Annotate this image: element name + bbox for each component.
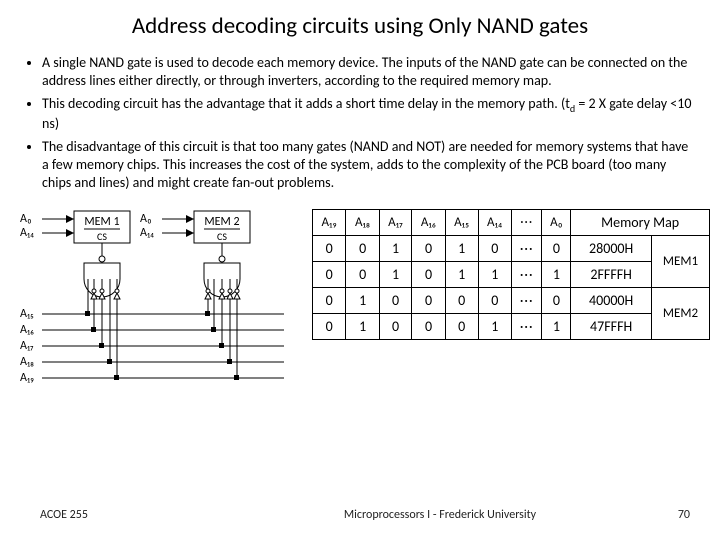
- footer-left: ACOE 255: [0, 508, 220, 522]
- svg-text:A₁₆: A₁₆: [20, 323, 34, 337]
- addr-label: A₁₄: [140, 226, 154, 240]
- addr-label: A₁₄: [20, 226, 34, 240]
- bullet-list: A single NAND gate is used to decode eac…: [0, 50, 720, 205]
- mem-block-1: A₀ A₁₄ MEM 1 CS: [20, 211, 130, 301]
- address-bus: A₁₅ A₁₆ A₁₇ A₁₈ A₁₉: [20, 301, 284, 385]
- table-header: A₁₉ A₁₈ A₁₇ A₁₆ A₁₅ A₁₄ ··· A₀ Memory Ma…: [313, 209, 710, 235]
- svg-text:A₁₈: A₁₈: [20, 355, 34, 369]
- circuit-diagram: A₀ A₁₄ MEM 1 CS: [14, 209, 304, 389]
- bullet-item: This decoding circuit has the advantage …: [42, 95, 696, 134]
- table-row: 010001···1 47FFFH: [313, 313, 710, 339]
- cs-label: CS: [97, 230, 107, 243]
- bullet-item: A single NAND gate is used to decode eac…: [42, 54, 696, 91]
- svg-text:A₁₇: A₁₇: [20, 339, 34, 353]
- memory-map-table: A₁₉ A₁₈ A₁₇ A₁₆ A₁₅ A₁₄ ··· A₀ Memory Ma…: [312, 209, 710, 340]
- slide-footer: ACOE 255 Microprocessors I - Frederick U…: [0, 508, 720, 522]
- footer-center: Microprocessors I - Frederick University: [220, 508, 660, 522]
- mem-label: MEM 1: [84, 215, 119, 229]
- mem-label: MEM 2: [204, 215, 239, 229]
- svg-text:A₁₅: A₁₅: [20, 307, 34, 321]
- table-row: 001011···1 2FFFFH: [313, 261, 710, 287]
- addr-label: A₀: [20, 212, 32, 226]
- footer-right: 70: [660, 508, 720, 522]
- bullet-text: This decoding circuit has the advantage …: [42, 95, 570, 112]
- table-row: 010000···0 40000H MEM2: [313, 287, 710, 313]
- slide-title: Address decoding circuits using Only NAN…: [0, 0, 720, 50]
- mem-block-2: A₀ A₁₄ MEM 2 CS: [140, 211, 250, 301]
- svg-text:A₁₉: A₁₉: [20, 371, 34, 385]
- table-row: 001010···0 28000H MEM1: [313, 235, 710, 261]
- bullet-item: The disadvantage of this circuit is that…: [42, 138, 696, 193]
- addr-label: A₀: [140, 212, 152, 226]
- cs-label: CS: [217, 230, 227, 243]
